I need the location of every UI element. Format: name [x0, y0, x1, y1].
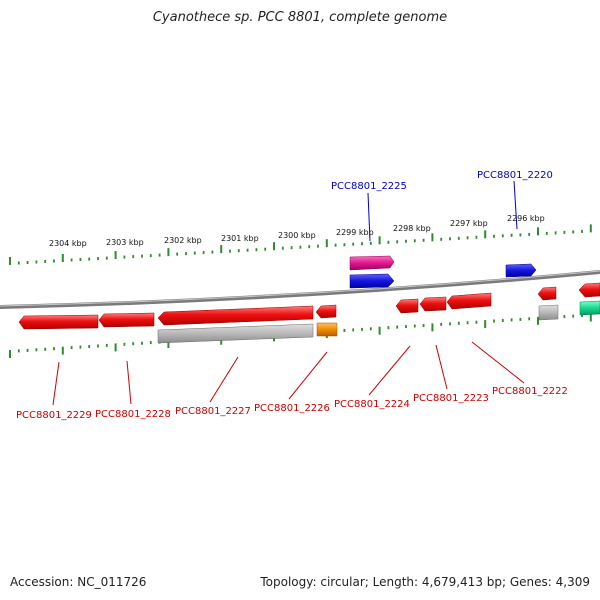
ruler-label: 2300 kbp	[278, 231, 316, 240]
ruler-label: 2302 kbp	[164, 236, 202, 245]
ruler-label: 2299 kbp	[336, 228, 374, 237]
ruler-label: 2301 kbp	[221, 234, 259, 243]
map-title: Cyanothece sp. PCC 8801, complete genome	[152, 10, 448, 25]
gene-arrow-orange[interactable]	[316, 322, 338, 337]
gene-label[interactable]: PCC8801_2225	[331, 181, 407, 192]
gene-arrow-red[interactable]	[395, 298, 419, 314]
gene-arrow-red[interactable]	[98, 312, 155, 328]
genome-backbone	[0, 270, 600, 309]
gene-label[interactable]: PCC8801_2229	[16, 410, 92, 421]
gene-arrow-red[interactable]	[537, 286, 557, 301]
gene-label[interactable]: PCC8801_2226	[254, 403, 330, 414]
callout-line	[288, 351, 328, 400]
genome-backbone-highlight	[0, 270, 600, 307]
gene-arrow-red[interactable]	[157, 305, 314, 326]
upper-tick-track	[9, 224, 592, 265]
callout-line	[368, 345, 411, 396]
gene-arrow-red[interactable]	[446, 292, 492, 310]
accession-text: Accession: NC_011726	[10, 575, 147, 589]
gene-arrow-blue[interactable]	[505, 263, 537, 278]
callout-line	[471, 341, 525, 384]
gene-label[interactable]: PCC8801_2220	[477, 170, 553, 181]
gene-arrow-red[interactable]	[315, 304, 337, 319]
gene-arrow-magenta[interactable]	[349, 255, 395, 271]
callout-line	[126, 360, 132, 405]
gene-arrow-red[interactable]	[578, 282, 600, 298]
ruler-label: 2304 kbp	[49, 239, 87, 248]
callout-line	[209, 356, 239, 403]
gene-arrow-gray[interactable]	[538, 304, 559, 321]
gene-label[interactable]: PCC8801_2227	[175, 406, 251, 417]
genome-summary-text: Topology: circular; Length: 4,679,413 bp…	[260, 575, 590, 589]
gene-arrow-green[interactable]	[579, 300, 600, 316]
gene-label[interactable]: PCC8801_2224	[334, 399, 410, 410]
gene-arrow-red[interactable]	[419, 296, 447, 312]
gene-arrow-blue[interactable]	[349, 273, 395, 289]
ruler-label: 2303 kbp	[106, 238, 144, 247]
ruler-label: 2298 kbp	[393, 224, 431, 233]
callout-line	[367, 192, 371, 242]
gene-label[interactable]: PCC8801_2223	[413, 393, 489, 404]
gene-label[interactable]: PCC8801_2222	[492, 386, 568, 397]
callout-line	[435, 344, 448, 390]
gene-arrow-red[interactable]	[18, 314, 99, 330]
callout-line	[513, 180, 518, 230]
ruler-label: 2296 kbp	[507, 214, 545, 223]
ruler-label: 2297 kbp	[450, 219, 488, 228]
gene-label[interactable]: PCC8801_2228	[95, 409, 171, 420]
gene-arrow-gray[interactable]	[157, 323, 314, 344]
callout-line	[52, 361, 60, 406]
